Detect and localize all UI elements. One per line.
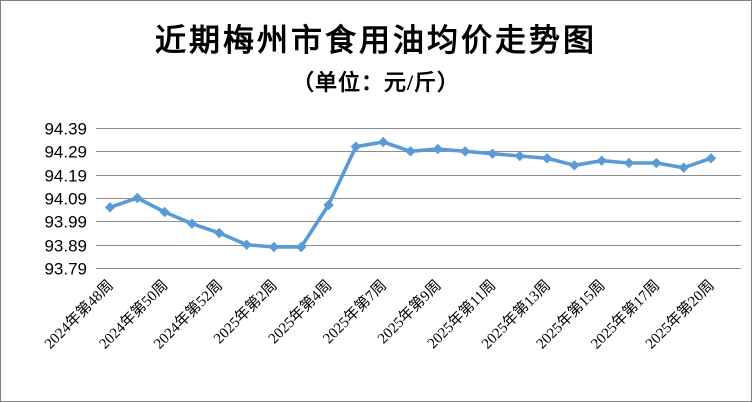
data-point-marker — [705, 153, 717, 164]
y-axis-tick-label: 93.99 — [44, 213, 87, 232]
data-point-marker — [623, 157, 635, 169]
data-point-marker — [214, 227, 225, 239]
data-point-marker — [569, 160, 580, 171]
chart-title: 近期梅州市食用油均价走势图 — [155, 23, 597, 58]
data-point-marker — [596, 155, 607, 166]
data-point-marker — [350, 141, 362, 152]
y-axis-tick-label: 93.79 — [44, 260, 87, 279]
price-line-series — [108, 140, 713, 249]
data-point-marker — [651, 157, 662, 169]
data-point-marker — [487, 148, 498, 159]
data-point-marker — [159, 206, 170, 218]
chart-subtitle: （单位：元/斤） — [291, 70, 461, 95]
data-point-marker — [405, 146, 416, 157]
y-axis-tick-label: 93.89 — [44, 237, 87, 256]
data-point-marker — [678, 162, 689, 173]
y-axis-tick-label: 94.19 — [44, 167, 87, 186]
data-point-marker — [514, 150, 525, 162]
data-point-marker — [541, 153, 553, 164]
data-point-marker — [268, 241, 280, 253]
data-point-marker — [432, 143, 444, 155]
data-point-marker — [186, 218, 198, 229]
y-axis-tick-label: 94.29 — [44, 143, 87, 162]
data-point-marker — [296, 241, 307, 253]
y-axis-tick-label: 94.09 — [44, 190, 87, 209]
data-point-marker — [104, 202, 116, 213]
data-point-marker — [132, 192, 143, 204]
data-point-marker — [323, 199, 334, 211]
data-point-marker — [241, 239, 252, 250]
data-point-marker — [377, 136, 389, 148]
y-axis-tick-label: 94.39 — [44, 120, 87, 139]
data-point-marker — [459, 146, 471, 157]
